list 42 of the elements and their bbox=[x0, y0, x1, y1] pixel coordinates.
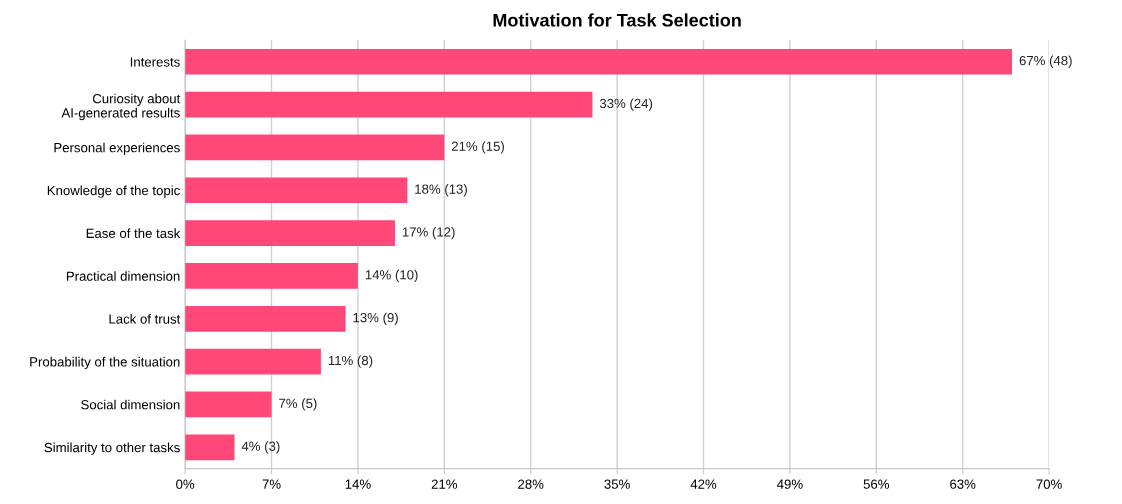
bar bbox=[185, 263, 358, 289]
data-label: 11% (8) bbox=[328, 355, 373, 368]
y-tick-label: Ease of the task bbox=[86, 228, 181, 239]
x-tick-label: 63% bbox=[950, 479, 976, 489]
x-tick-label: 56% bbox=[863, 479, 890, 489]
x-tick-label: 0% bbox=[176, 479, 195, 489]
data-label: 14% (10) bbox=[365, 269, 418, 283]
bar bbox=[185, 391, 272, 418]
bar bbox=[185, 434, 235, 461]
bar bbox=[185, 348, 321, 375]
data-label: 18% (13) bbox=[415, 184, 467, 197]
y-tick-label: Probability of the situation bbox=[30, 356, 180, 370]
data-label: 17% (12) bbox=[402, 226, 455, 240]
data-label: 7% (5) bbox=[279, 398, 317, 411]
data-label: 4% (3) bbox=[241, 441, 280, 454]
y-tick-label: Curiosity about AI-generated results bbox=[61, 93, 181, 121]
x-tick-label: 49% bbox=[776, 479, 803, 489]
data-label: 13% (9) bbox=[353, 312, 398, 325]
data-label: 21% (15) bbox=[451, 141, 504, 154]
chart-title: Motivation for Task Selection bbox=[493, 13, 741, 27]
y-tick-label: Personal experiences bbox=[54, 142, 180, 155]
y-tick-label: Similarity to other tasks bbox=[44, 442, 180, 455]
x-tick-label: 70% bbox=[1036, 479, 1062, 489]
bar bbox=[185, 48, 1013, 75]
x-tick-label: 42% bbox=[690, 479, 717, 489]
x-tick-label: 14% bbox=[345, 479, 371, 489]
bar bbox=[185, 91, 593, 118]
x-tick-label: 35% bbox=[604, 479, 630, 489]
y-tick-label: Interests bbox=[130, 57, 180, 67]
y-tick-label: Social dimension bbox=[81, 399, 180, 410]
bar bbox=[185, 134, 445, 161]
data-label: 33% (24) bbox=[599, 98, 653, 111]
y-tick-label: Lack of trust bbox=[109, 314, 181, 324]
x-tick-label: 7% bbox=[262, 479, 281, 489]
x-tick-label: 21% bbox=[431, 479, 458, 489]
x-tick-label: 28% bbox=[518, 479, 544, 489]
bar bbox=[185, 305, 346, 332]
y-tick-label: Practical dimension bbox=[66, 271, 180, 281]
bar bbox=[185, 220, 395, 246]
bar bbox=[185, 177, 408, 204]
y-tick-label: Knowledge of the topic bbox=[47, 185, 180, 198]
data-label: 67% (48) bbox=[1019, 55, 1072, 68]
